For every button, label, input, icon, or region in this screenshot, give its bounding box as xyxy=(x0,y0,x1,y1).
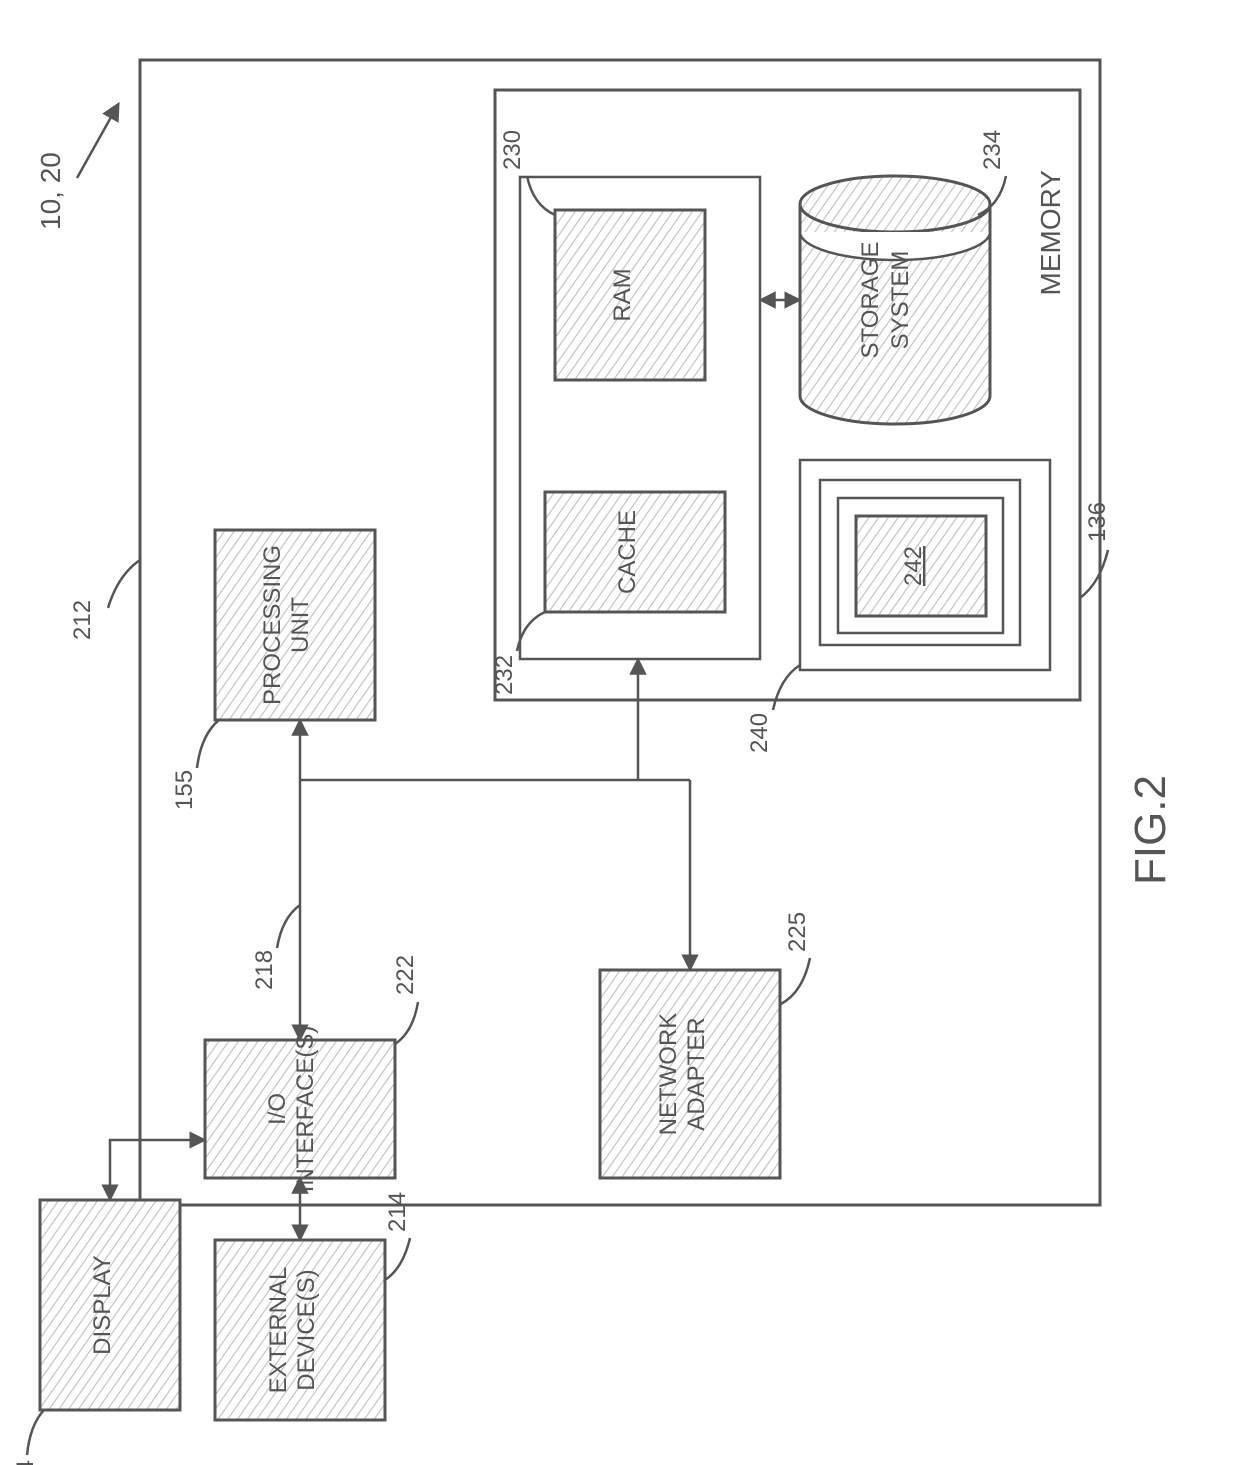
io-label-2: INTERFACE(S) xyxy=(292,1026,319,1193)
ram-label: RAM xyxy=(609,268,636,321)
ref-242: 242 xyxy=(900,546,927,586)
ref-155: 155 xyxy=(171,770,198,810)
ref-230: 230 xyxy=(499,130,526,170)
external-label-1: EXTERNAL xyxy=(265,1267,292,1394)
ref-136: 136 xyxy=(1084,502,1111,542)
figure-caption: FIG.2 xyxy=(1126,775,1175,885)
ref-234: 234 xyxy=(979,130,1006,170)
netadapter-label-1: NETWORK xyxy=(655,1013,682,1136)
ref-232: 232 xyxy=(491,655,518,695)
ref-214: 214 xyxy=(384,1192,411,1232)
cache-label: CACHE xyxy=(614,510,641,594)
storage-label-1: STORAGE xyxy=(857,242,884,359)
netadapter-label-2: ADAPTER xyxy=(683,1017,710,1130)
processing-label-2: UNIT xyxy=(287,597,314,653)
storage-label-2: SYSTEM xyxy=(887,251,914,350)
ref-224: 224 xyxy=(12,1460,39,1465)
ref-240: 240 xyxy=(746,713,773,753)
processing-label-1: PROCESSING xyxy=(259,545,286,705)
diagram: 10, 20 212 MEMORY 136 RAM 230 CACHE 232 … xyxy=(0,0,1240,1465)
ref-10-20: 10, 20 xyxy=(35,152,66,230)
io-label-1: I/O xyxy=(264,1093,291,1125)
memory-label: MEMORY xyxy=(1035,170,1066,296)
external-label-2: DEVICE(S) xyxy=(293,1269,320,1390)
ref-212: 212 xyxy=(69,600,96,640)
ref-225: 225 xyxy=(784,912,811,952)
ref-222: 222 xyxy=(392,955,419,995)
display-label: DISPLAY xyxy=(89,1255,116,1355)
ref-218: 218 xyxy=(251,950,278,990)
